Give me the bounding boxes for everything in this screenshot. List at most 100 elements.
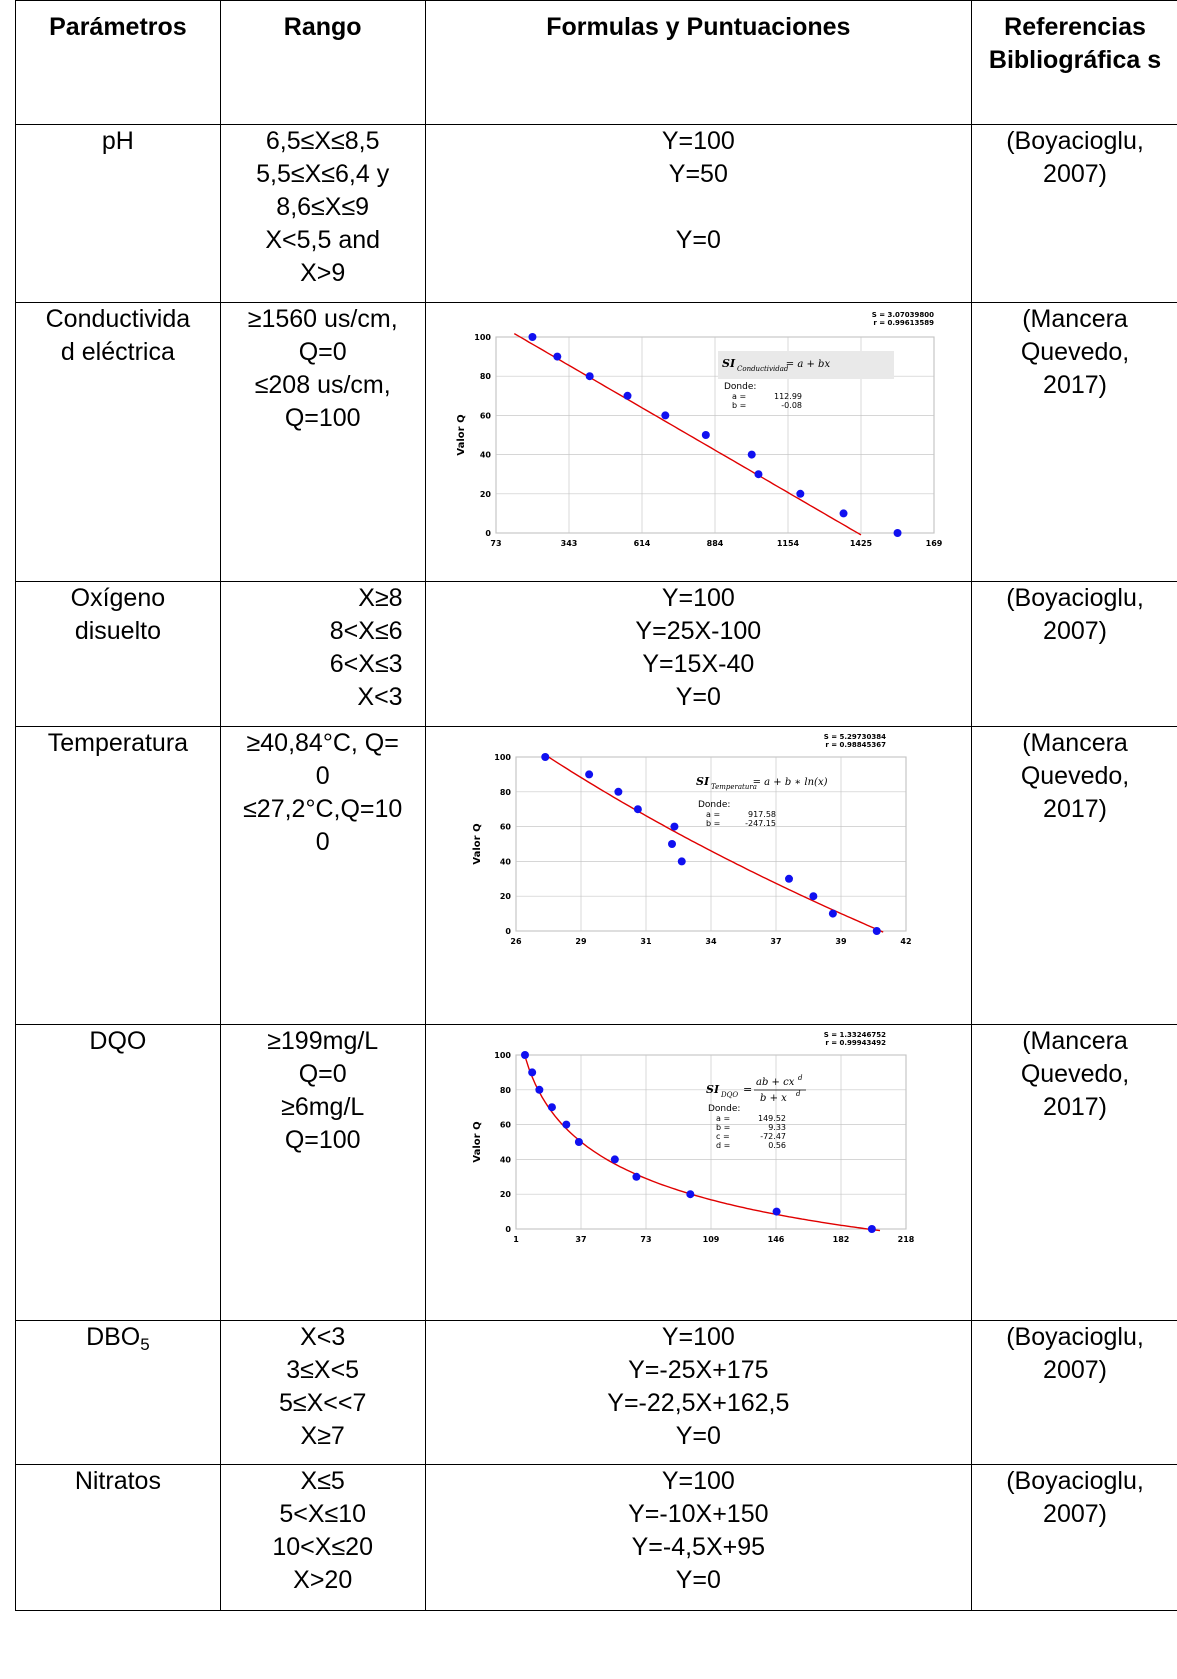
coef-name: d = [716,1141,730,1150]
donde-label: Donde: [698,800,730,810]
ref-ph: (Boyacioglu, 2007) [971,124,1177,303]
chart-temperatura: 0 20 40 60 80 100 26 29 31 34 37 39 42 Valor Q S = 5.2… [472,733,912,946]
x-tick-label: 31 [641,937,653,946]
ref-oxigeno: (Boyacioglu, 2007) [971,581,1177,727]
rango-dbo: X<3 3≤X<5 5≤X<<7 X≥7 [219,1320,426,1465]
param-ph: pH [15,124,221,303]
coef-value: 112.99 [774,392,802,401]
x-tick-label: 146 [768,1235,785,1244]
y-axis-label: Valor Q [472,1121,483,1162]
coef-name: a = [706,810,720,819]
formula-equals: = [743,1083,752,1096]
data-point [686,1190,695,1199]
y-tick-label: 0 [486,529,492,538]
data-point [796,489,805,498]
y-tick-label: 0 [506,927,512,936]
ref-dqo: (Mancera Quevedo, 2017) [971,1024,1177,1321]
formula-box: SI DQO = ab + cx d b + x d [706,1074,807,1104]
y-tick-label: 100 [475,333,492,342]
x-tick-label: 884 [707,539,724,548]
x-tick-label: 73 [491,539,502,548]
header-referencias: Referencias Bibliográfica s [971,0,1177,125]
formulas-oxigeno: Y=100 Y=25X-100 Y=15X-40 Y=0 [424,581,973,727]
formulas-nitratos: Y=100 Y=-10X+150 Y=-4,5X+95 Y=0 [424,1464,973,1611]
coef-value: 0.56 [769,1141,787,1150]
param-dqo: DQO [15,1024,221,1321]
param-oxigeno: Oxígeno disuelto [15,581,221,727]
table-row-conductividad: Conductivida d eléctrica ≥1560 us/cm, Q=… [15,302,1177,582]
x-tick-label: 343 [561,539,578,548]
header-row: Parámetros Rango Formulas y Puntuaciones… [15,0,1177,125]
formulas-dbo: Y=100 Y=-25X+175 Y=-22,5X+162,5 Y=0 [424,1320,973,1465]
rango-temperatura: ≥40,84°C, Q= 0 ≤27,2°C,Q=10 0 [219,726,426,1025]
rango-dqo: ≥199mg/L Q=0 ≥6mg/L Q=100 [219,1024,426,1321]
y-tick-label: 0 [506,1225,512,1234]
x-tick-label: 34 [706,937,718,946]
table-row-dqo: DQO ≥199mg/L Q=0 ≥6mg/L Q=100 0 20 40 60 80 1… [15,1024,1177,1321]
x-tick-label: 39 [836,937,848,946]
x-tick-label: 1 [514,1235,520,1244]
donde-label: Donde: [708,1104,740,1114]
y-tick-label: 60 [480,411,492,420]
formula-label: SI [722,357,736,370]
formula-label: SI [706,1083,720,1096]
ref-conductividad: (Mancera Quevedo, 2017) [971,302,1177,582]
param-conductividad: Conductivida d eléctrica [15,302,221,582]
data-point [535,1085,544,1094]
table-row-ph: pH 6,5≤X≤8,5 5,5≤X≤6,4 y 8,6≤X≤9 X<5,5 a… [15,124,1177,303]
x-tick-label: 614 [634,539,651,548]
data-point [634,805,643,814]
coef-name: b = [732,401,746,410]
formula-label: SI [696,775,710,788]
coef-name: a = [732,392,746,401]
formula-exponent: d [798,1074,803,1082]
table-row-dbo: DBO5 X<3 3≤X<5 5≤X<<7 X≥7 Y=100 Y=-25X+1… [15,1320,1177,1465]
chart-conductividad: 0 20 40 60 80 100 73 343 614 884 1154 1425 169 Valor … [456,311,943,548]
x-tick-label: 1154 [777,539,800,548]
formula-exponent: d [796,1090,801,1098]
data-point [702,431,711,439]
data-point [661,411,670,420]
fit-stat: r = 0.99613589 [874,319,935,327]
y-tick-label: 80 [500,788,512,797]
data-point [623,391,632,400]
data-point [528,333,537,341]
coef-value: 149.52 [758,1114,786,1123]
data-point [839,509,848,518]
data-point [562,1120,571,1129]
x-tick-label: 182 [833,1235,850,1244]
data-point [678,857,687,866]
formulas-dqo: 0 20 40 60 80 100 1 37 73 109 146 182 218 Valor Q S = … [424,1024,973,1321]
y-tick-label: 20 [480,490,492,499]
formula-subscript: Conductividad [737,365,789,373]
param-temperatura: Temperatura [15,726,221,1025]
y-tick-label: 60 [500,1121,512,1130]
y-tick-label: 80 [480,372,492,381]
data-point [670,822,679,831]
header-formulas: Formulas y Puntuaciones [424,0,973,125]
fit-stat: S = 3.07039800 [872,311,934,319]
data-point [585,770,594,779]
rango-nitratos: X≤5 5<X≤10 10<X≤20 X>20 [219,1464,426,1611]
data-point [586,372,595,381]
y-tick-label: 20 [500,892,512,901]
formula-denominator: b + x [760,1093,787,1104]
fit-stat: r = 0.98845367 [826,741,887,749]
chart-dqo: 0 20 40 60 80 100 1 37 73 109 146 182 218 Valor Q S = … [472,1031,915,1244]
data-point [893,529,902,537]
x-tick-label: 42 [901,937,912,946]
data-point [541,753,550,761]
y-tick-label: 20 [500,1190,512,1199]
y-tick-label: 80 [500,1086,512,1095]
data-point [611,1155,620,1164]
data-point [614,787,623,796]
ref-temperatura: (Mancera Quevedo, 2017) [971,726,1177,1025]
data-point [528,1068,537,1077]
coef-name: b = [716,1123,730,1132]
rango-oxigeno: X≥8 8<X≤6 6<X≤3 X<3 [219,581,426,727]
data-point [668,840,677,848]
ref-dbo: (Boyacioglu, 2007) [971,1320,1177,1465]
coef-value: -247.15 [745,819,776,828]
coef-value: -72.47 [761,1132,787,1141]
header-parametros: Parámetros [15,0,221,125]
